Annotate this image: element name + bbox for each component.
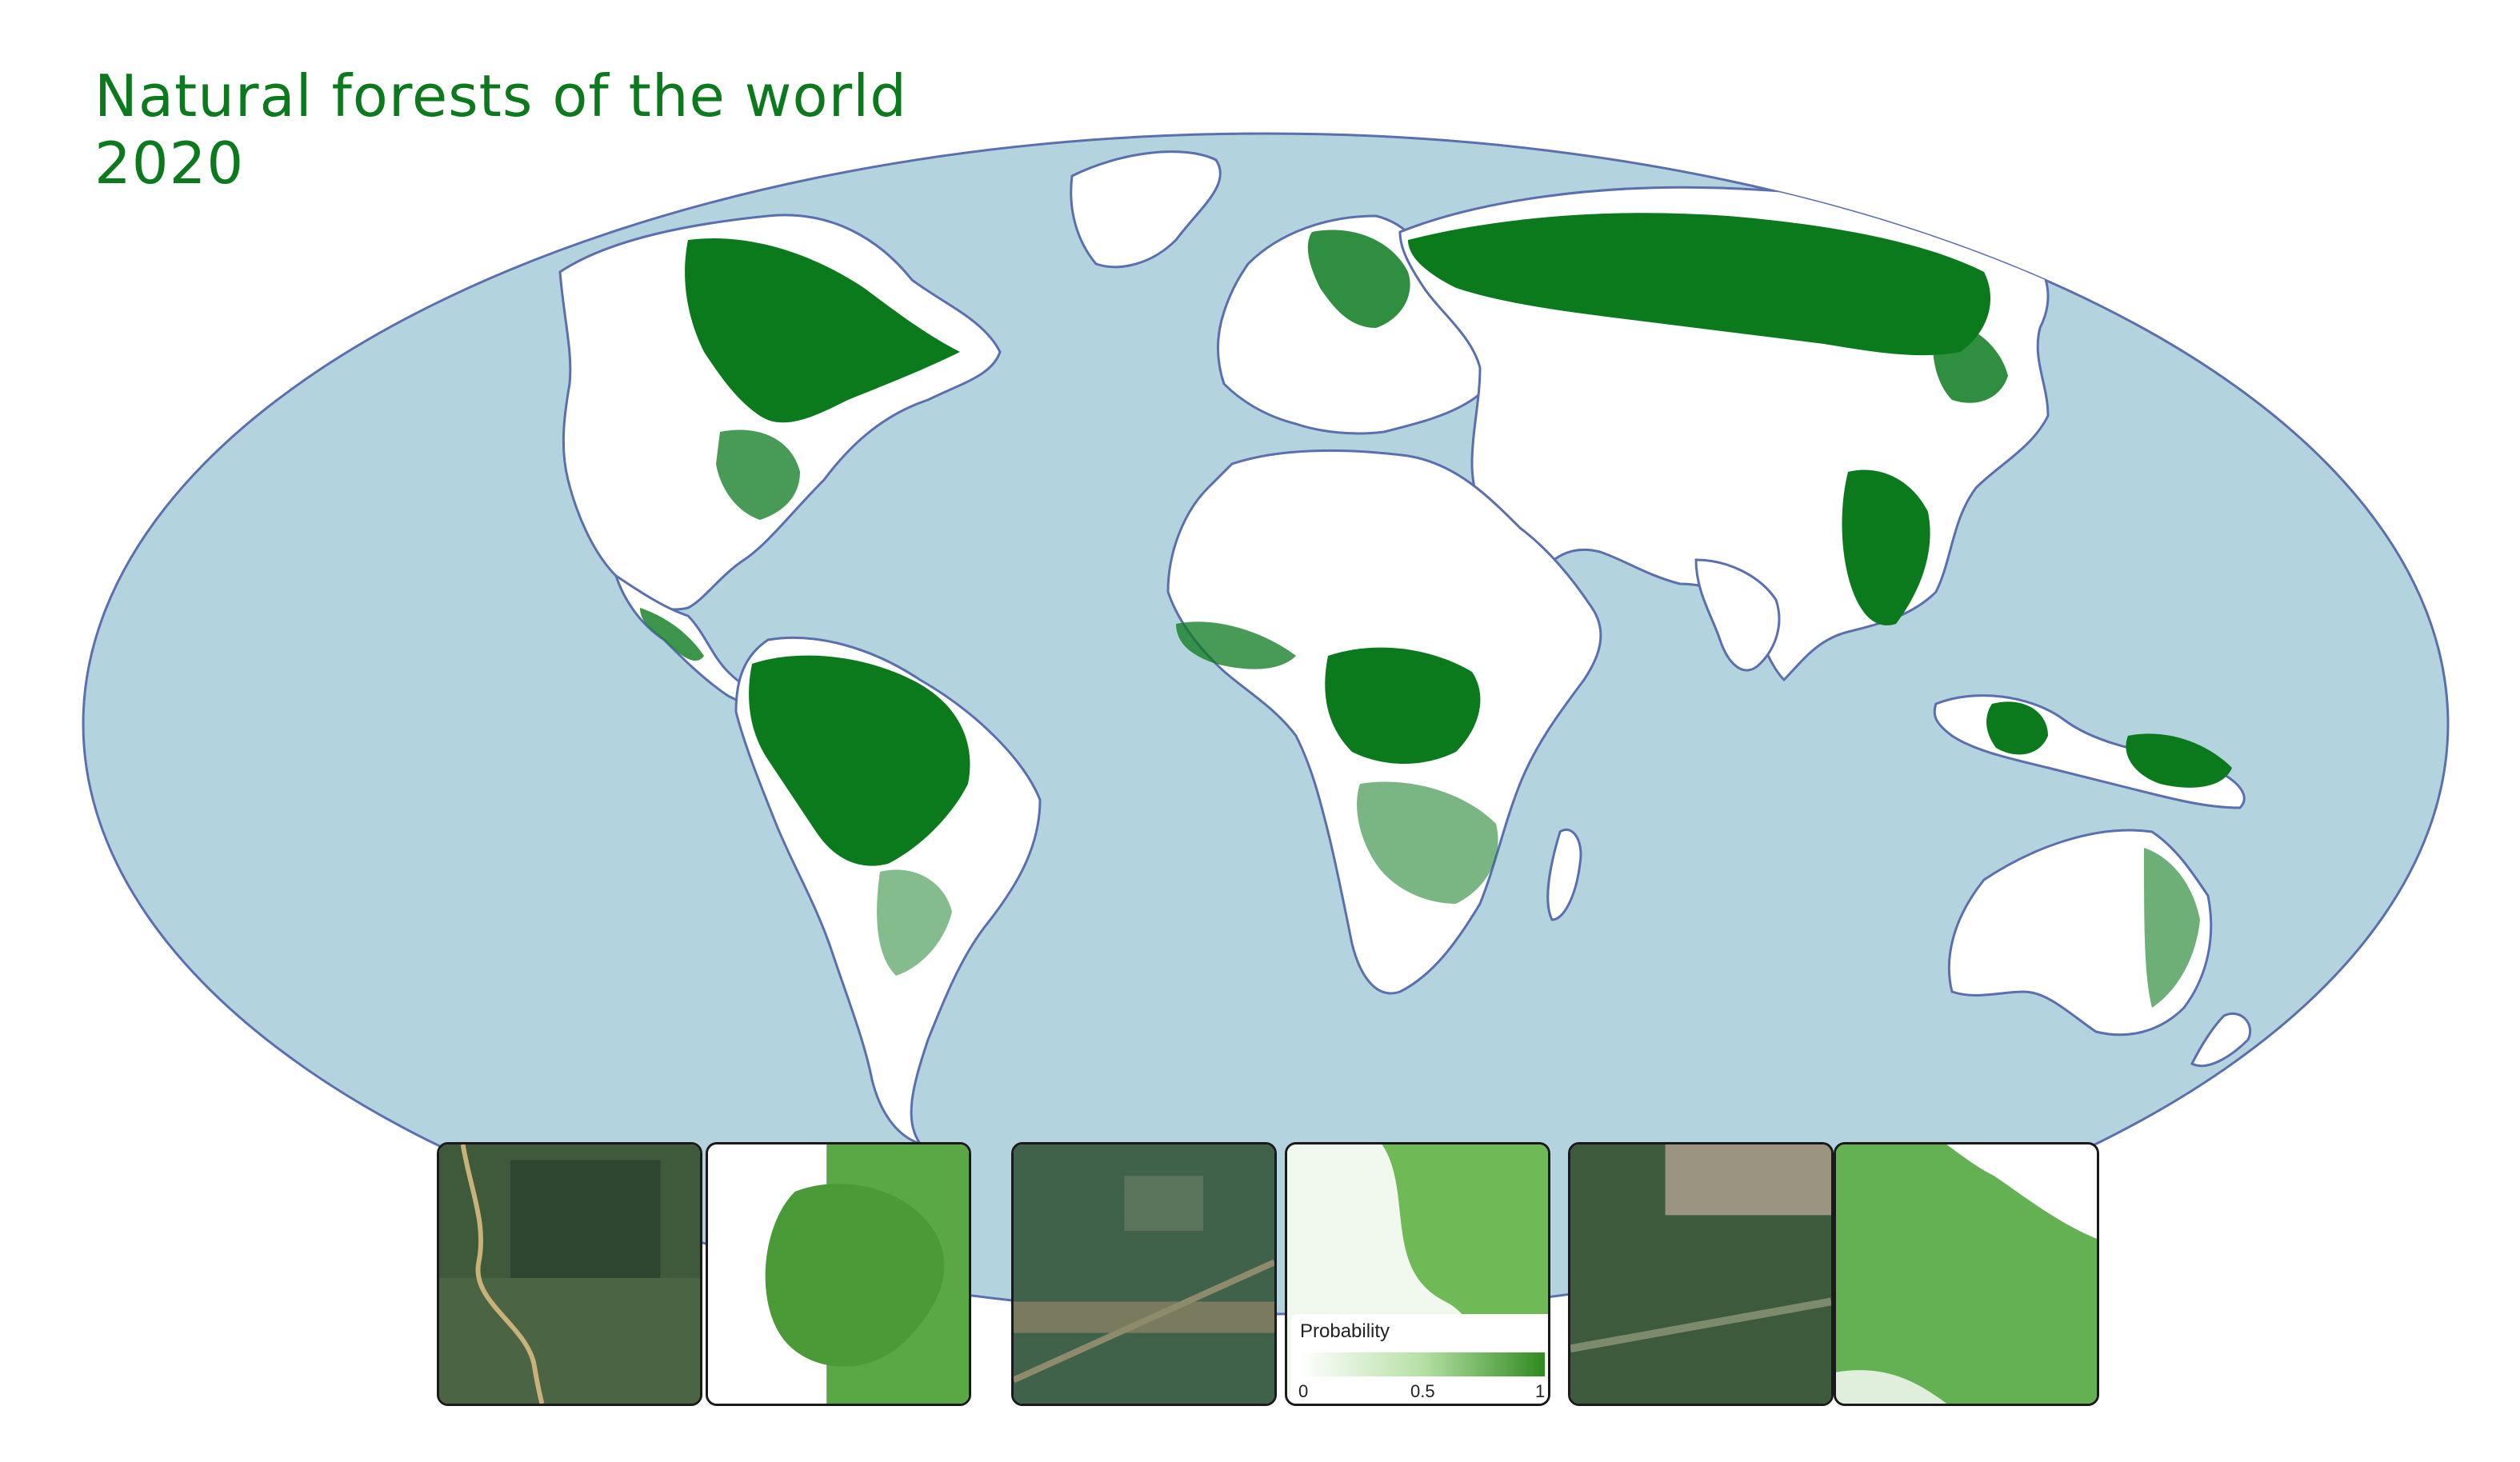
map-title-line1: Natural forests of the world (94, 62, 907, 130)
forest-region (2126, 733, 2232, 788)
land-india (1694, 558, 1781, 672)
forest-region (640, 608, 704, 661)
map-title-line2: 2020 (94, 130, 245, 197)
land-new-zealand (2190, 1012, 2252, 1068)
forest-region (1986, 701, 2048, 755)
forest-region (685, 238, 960, 423)
map-title: Natural forests of the world 2020 (94, 62, 907, 197)
forest-region (1357, 781, 1498, 904)
forest-region (1408, 213, 1991, 356)
forest-region (749, 655, 970, 866)
forest-layer (640, 213, 2232, 1008)
forest-region (1176, 621, 1296, 669)
forest-region (1307, 230, 1410, 328)
forest-region (716, 429, 800, 520)
forest-region (2144, 848, 2200, 1008)
land-madagascar (1546, 829, 1582, 921)
forest-region (877, 869, 952, 976)
forest-region (1933, 320, 2008, 403)
forest-region (1842, 469, 1930, 625)
forest-region (1325, 647, 1481, 764)
land-greenland (1070, 150, 1222, 269)
